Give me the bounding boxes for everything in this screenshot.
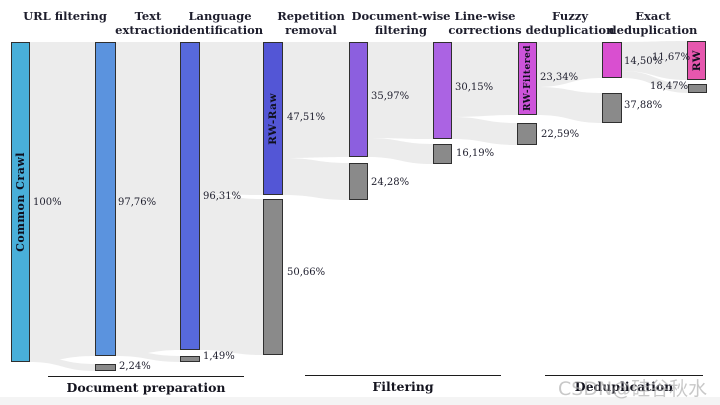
header-exact-deduplication: Exact deduplication [608,9,698,38]
bar-rw-filtered: RW-Filtered [518,42,537,115]
flow-removed-3 [200,194,263,355]
pct-kept-rw-filtered: 23,34% [540,72,579,83]
pct-removed-url-filtering: 2,24% [119,361,151,372]
pct-removed-language-id: 50,66% [287,267,326,278]
bar-rw-filtered-label: RW-Filtered [522,45,533,112]
bottom-strip [0,397,720,405]
pct-kept-common-crawl: 100% [33,197,62,208]
header-text-extraction: Text extraction [115,9,181,38]
header-url-filtering: URL filtering [23,9,107,23]
flow-removed-4 [283,158,349,200]
pct-kept-repetition-removal: 35,97% [371,91,410,102]
bar-after-repetition-removal [349,42,368,157]
group-label-filtering: Filtering [305,375,501,394]
removed-bar-document-filtering [433,144,452,164]
flow-kept-1 [30,42,95,362]
removed-bar-text-extraction [180,356,200,362]
removed-bar-language-id [263,199,283,355]
bar-common-crawl: Common Crawl [11,42,30,362]
flow-removed-6 [452,117,517,145]
flow-kept-8 [622,41,687,80]
group-label-document-preparation: Document preparation [48,376,244,395]
header-line-wise-corrections: Line-wise corrections [448,9,522,38]
bar-rw-label: RW [690,49,703,72]
pct-kept-rw: 11,67% [652,52,691,63]
pct-kept-fuzzy-dedup: 14,50% [624,56,663,67]
header-language-identification: Language identification [176,9,264,38]
removed-bar-exact-dedup [688,84,707,93]
flow-kept-7 [537,42,602,87]
pct-removed-fuzzy-dedup: 37,88% [624,100,663,111]
pct-removed-document-filtering: 16,19% [456,148,495,159]
bar-rw-raw-label: RW-Raw [267,92,279,145]
flow-removed-2 [116,350,180,362]
flow-kept-3 [200,42,263,195]
pct-removed-line-corrections: 22,59% [541,129,580,140]
bar-after-fuzzy-dedup [602,42,622,78]
flow-kept-4 [283,42,349,158]
bar-rw-raw: RW-Raw [263,42,283,195]
csdn-watermark: CSDN@硅谷秋水 [558,378,708,400]
flow-kept-2 [116,42,180,356]
pct-kept-url-filtering: 97,76% [118,197,157,208]
flow-kept-6 [452,42,518,117]
pct-removed-repetition-removal: 24,28% [371,177,410,188]
flow-removed-7 [537,87,602,123]
removed-bar-repetition-removal [349,163,368,200]
bar-after-document-filtering [433,42,452,139]
flow-removed-1 [30,356,95,371]
pct-kept-text-extraction: 96,31% [203,191,242,202]
flow-removed-5 [368,138,433,164]
bar-after-url-filtering [95,42,116,356]
header-document-wise-filtering: Document-wise filtering [351,9,451,38]
pct-kept-rw-raw: 47,51% [287,112,326,123]
bar-common-crawl-label: Common Crawl [14,152,27,252]
bar-rw: RW [687,41,706,80]
removed-bar-fuzzy-dedup [602,93,622,123]
flow-kept-5 [368,42,433,139]
header-repetition-removal: Repetition removal [277,9,345,38]
flow-removed-8 [622,71,688,93]
pct-kept-document-filtering: 30,15% [455,82,494,93]
header-fuzzy-deduplication: Fuzzy deduplication [525,9,615,38]
removed-bar-url-filtering [95,364,116,371]
pct-removed-text-extraction: 1,49% [203,351,235,362]
pct-removed-exact-dedup: 18,47% [650,81,689,92]
group-label-deduplication: Deduplication [545,375,703,394]
removed-bar-line-corrections [517,123,537,145]
bar-after-text-extraction [180,42,200,350]
